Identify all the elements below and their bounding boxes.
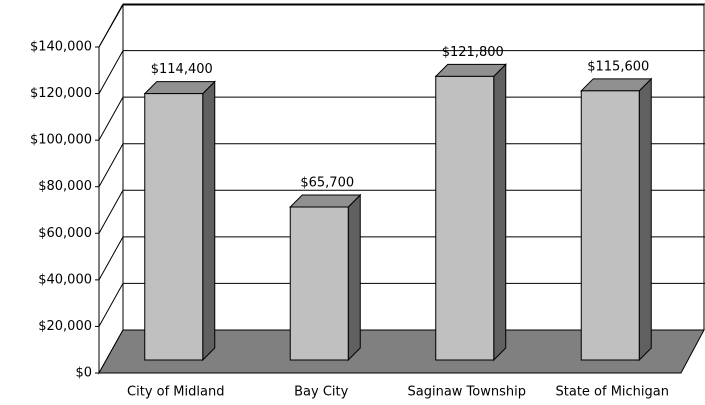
grid-line bbox=[98, 236, 124, 281]
bar-top bbox=[143, 81, 216, 95]
grid-line bbox=[98, 143, 124, 187]
y-tick-label: $80,000 bbox=[38, 179, 92, 194]
y-tick-label: $60,000 bbox=[38, 226, 92, 241]
bar bbox=[580, 90, 640, 361]
grid-line bbox=[98, 50, 124, 94]
x-tick-label: Bay City bbox=[294, 385, 348, 400]
x-tick-label: State of Michigan bbox=[556, 385, 670, 400]
bar-top bbox=[580, 78, 653, 92]
grid-line bbox=[98, 96, 124, 141]
value-label: $121,800 bbox=[442, 45, 504, 60]
y-tick-label: $120,000 bbox=[30, 86, 92, 101]
side-wall bbox=[98, 3, 124, 375]
y-tick-label: $20,000 bbox=[38, 319, 92, 334]
y-tick-label: $100,000 bbox=[30, 133, 92, 148]
floor bbox=[98, 329, 705, 374]
bar-side bbox=[493, 63, 507, 362]
x-tick-label: City of Midland bbox=[127, 385, 224, 400]
bar-top bbox=[434, 63, 507, 77]
bar-side bbox=[202, 80, 216, 362]
bar-top bbox=[289, 194, 362, 208]
x-tick-label: Saginaw Township bbox=[408, 385, 527, 400]
bar bbox=[289, 206, 349, 361]
bar-side bbox=[347, 193, 361, 362]
grid-line bbox=[98, 190, 124, 234]
grid-line bbox=[98, 283, 124, 327]
value-label: $115,600 bbox=[587, 59, 649, 74]
bar bbox=[435, 75, 495, 361]
y-tick-label: $140,000 bbox=[30, 40, 92, 55]
y-tick-label: $40,000 bbox=[38, 272, 92, 287]
value-label: $65,700 bbox=[300, 176, 354, 191]
bar bbox=[144, 93, 204, 361]
value-label: $114,400 bbox=[151, 62, 213, 77]
y-tick-label: $0 bbox=[75, 366, 92, 381]
grid-line bbox=[98, 3, 124, 48]
bar-side bbox=[638, 77, 652, 362]
